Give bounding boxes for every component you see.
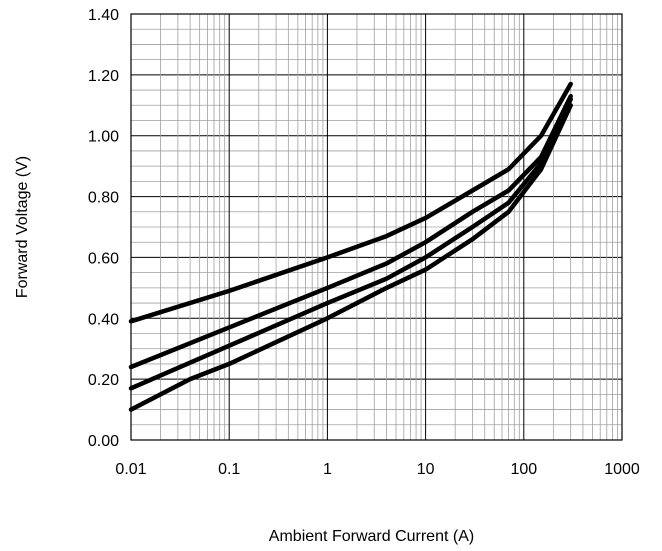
x-tick-label: 0.01 bbox=[115, 461, 146, 478]
y-tick-labels: 0.00 0.20 0.40 0.60 0.80 1.00 1.20 1.40 bbox=[88, 7, 119, 450]
y-tick-label: 1.40 bbox=[88, 7, 119, 24]
series-line-2 bbox=[128, 93, 573, 370]
y-tick-label: 0.40 bbox=[88, 311, 119, 328]
y-tick-label: 0.00 bbox=[88, 433, 119, 450]
x-tick-label: 1000 bbox=[604, 461, 640, 478]
x-tick-label: 1 bbox=[323, 461, 332, 478]
y-tick-label: 1.00 bbox=[88, 129, 119, 146]
x-tick-label: 10 bbox=[417, 461, 435, 478]
x-axis-title: Ambient Forward Current (A) bbox=[269, 528, 474, 545]
series-line-4 bbox=[128, 103, 573, 412]
x-tick-label: 0.1 bbox=[218, 461, 240, 478]
y-tick-label: 1.20 bbox=[88, 68, 119, 85]
series-layer bbox=[128, 81, 573, 412]
y-tick-label: 0.80 bbox=[88, 190, 119, 207]
y-tick-label: 0.20 bbox=[88, 372, 119, 389]
plot-frame bbox=[130, 13, 623, 441]
y-axis-title: Forward Voltage (V) bbox=[14, 156, 31, 298]
y-tick-label: 0.60 bbox=[88, 250, 119, 267]
x-tick-label: 100 bbox=[510, 461, 537, 478]
series-line-3 bbox=[128, 96, 573, 391]
grid bbox=[131, 14, 622, 440]
series-line-1 bbox=[128, 81, 573, 324]
x-tick-labels: 0.01 0.1 1 10 100 1000 bbox=[115, 461, 639, 478]
